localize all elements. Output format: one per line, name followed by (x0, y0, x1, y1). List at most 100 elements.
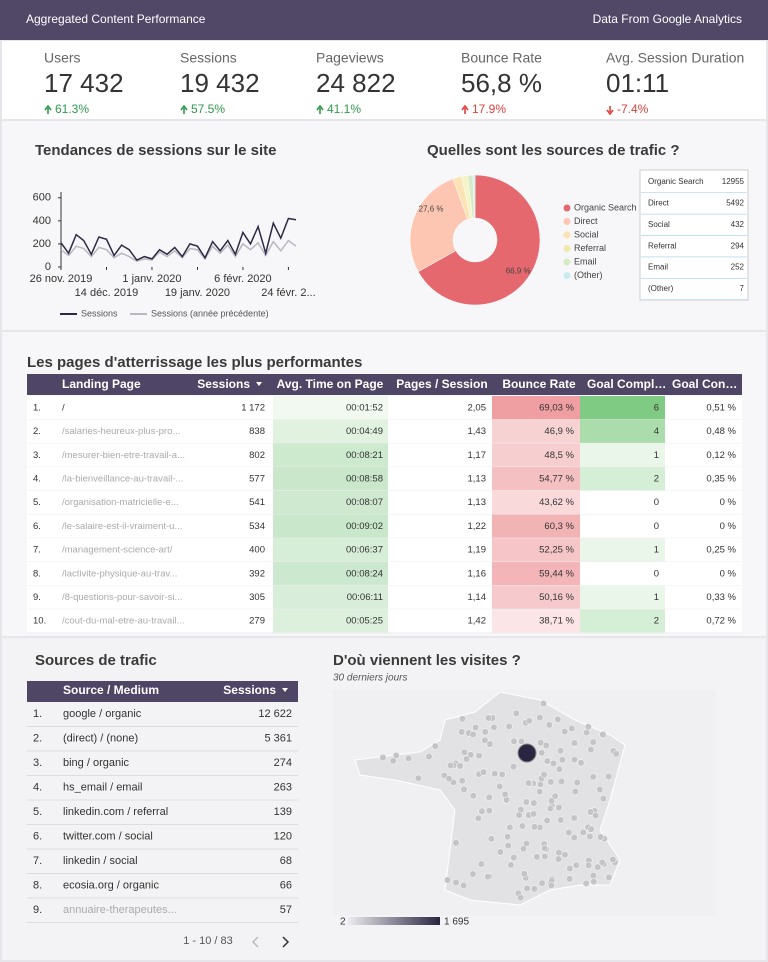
x-tick-label: 24 févr. 2... (261, 287, 315, 299)
table-cell: /management-science-art/ (62, 545, 173, 556)
map-dot (531, 823, 539, 831)
column-header: Source / Medium (63, 683, 159, 697)
table-cell: 1,16 (468, 568, 487, 579)
table-cell: ecosia.org / organic (63, 880, 159, 892)
map-dot (558, 756, 566, 764)
map-dot (555, 849, 563, 857)
map-dot (589, 738, 597, 746)
table-cell: 6. (33, 831, 42, 843)
table-cell: /salaries-heureux-plus-pro... (62, 426, 180, 437)
map-dot (505, 722, 513, 730)
table-cell: 2. (33, 426, 41, 437)
source-name: Referral (648, 241, 677, 250)
table-row (27, 443, 742, 468)
column-header: Pages / Session (396, 377, 487, 391)
table-cell: 139 (274, 806, 292, 818)
table-cell: /mesurer-bien-etre-travail-a... (62, 450, 185, 461)
kpi-arrow (180, 104, 188, 114)
source-value: 252 (731, 263, 745, 272)
map-dot (523, 884, 531, 892)
table-cell: /8-questions-pour-savoir-si... (62, 592, 182, 603)
map-dot (605, 772, 613, 781)
source-value: 5492 (726, 199, 744, 208)
map-dot (510, 737, 518, 745)
table-cell: 00:05:25 (346, 616, 383, 627)
map-dot (571, 787, 579, 796)
section-title: Tendances de sessions sur le site (35, 142, 277, 159)
map-dot (452, 839, 460, 847)
map-dot (566, 875, 574, 883)
map-dot (447, 761, 455, 769)
map-dot (469, 730, 477, 739)
table-row (27, 467, 742, 491)
map-subtitle: 30 derniers jours (333, 673, 407, 684)
map-dot (586, 808, 595, 816)
map-dot (486, 740, 494, 748)
map-dot (479, 768, 488, 776)
table-cell: 0,35 % (706, 473, 736, 484)
kpi-change: 57.5% (191, 102, 225, 116)
map-dot (557, 816, 565, 824)
map-legend-max: 1 695 (444, 917, 469, 928)
legend-label: Social (574, 229, 599, 239)
table-cell: 0 (654, 568, 659, 579)
table-cell: 2 (654, 616, 659, 627)
map-dot (542, 741, 550, 750)
legend-dot (563, 204, 571, 212)
kpi-value: 56,8 % (461, 68, 542, 98)
map-dot (555, 855, 563, 863)
table-row (27, 585, 742, 610)
table-cell: 4 (654, 426, 659, 437)
column-header: Goal Compl… (587, 377, 666, 391)
map-dot (555, 804, 563, 812)
table-cell: 0,48 % (706, 426, 736, 437)
table-cell: 00:08:58 (346, 473, 383, 484)
pie-label: 27,6 % (419, 205, 444, 214)
map-dot (460, 785, 468, 793)
table-cell: 1 (654, 545, 659, 556)
table-row (27, 490, 742, 515)
table-cell: /lactivite-physique-au-trav... (62, 568, 177, 579)
legend-dot (563, 245, 571, 252)
table-cell: 577 (249, 473, 265, 484)
map-dot (561, 727, 569, 736)
map-dot (490, 723, 498, 731)
map-dot (469, 870, 477, 878)
table-cell: linkedin.com / referral (63, 806, 168, 818)
heat-cell (492, 585, 580, 610)
table-cell: 7. (33, 855, 42, 867)
kpi-label: Sessions (180, 50, 237, 66)
next-page[interactable] (282, 936, 290, 948)
heat-cell (580, 419, 665, 444)
heat-cell (273, 443, 388, 468)
charts-panel (2, 121, 766, 330)
map-dot (530, 810, 538, 818)
heat-cell (492, 490, 580, 515)
map-dot (496, 782, 504, 790)
kpi-arrow (44, 104, 52, 114)
kpi-change: 41.1% (327, 102, 361, 116)
legend-dot (563, 272, 571, 279)
map-dot (484, 873, 492, 881)
map-dot (460, 881, 468, 889)
table-cell: 2,05 (468, 402, 487, 413)
map-dot (599, 730, 607, 739)
prev-page[interactable] (251, 936, 259, 948)
map-dot (478, 807, 486, 815)
heat-cell (492, 514, 580, 539)
kpi-change: 61.3% (55, 102, 89, 116)
map-dot (504, 842, 512, 850)
column-header: Goal Con… (672, 377, 737, 391)
pie-slice (472, 174, 476, 219)
table-cell: /cout-du-mal-etre-au-travail... (62, 616, 184, 627)
map-dot (512, 709, 520, 717)
map-dot (598, 858, 606, 866)
table-cell: 1,17 (468, 450, 487, 461)
table-cell: 0,33 % (706, 592, 736, 603)
map-dot (525, 717, 533, 725)
table-cell: 00:09:02 (346, 521, 383, 532)
map-dot (587, 825, 595, 833)
table-cell: 400 (249, 545, 265, 556)
table-cell: 1,19 (468, 545, 487, 556)
heat-cell (273, 467, 388, 491)
